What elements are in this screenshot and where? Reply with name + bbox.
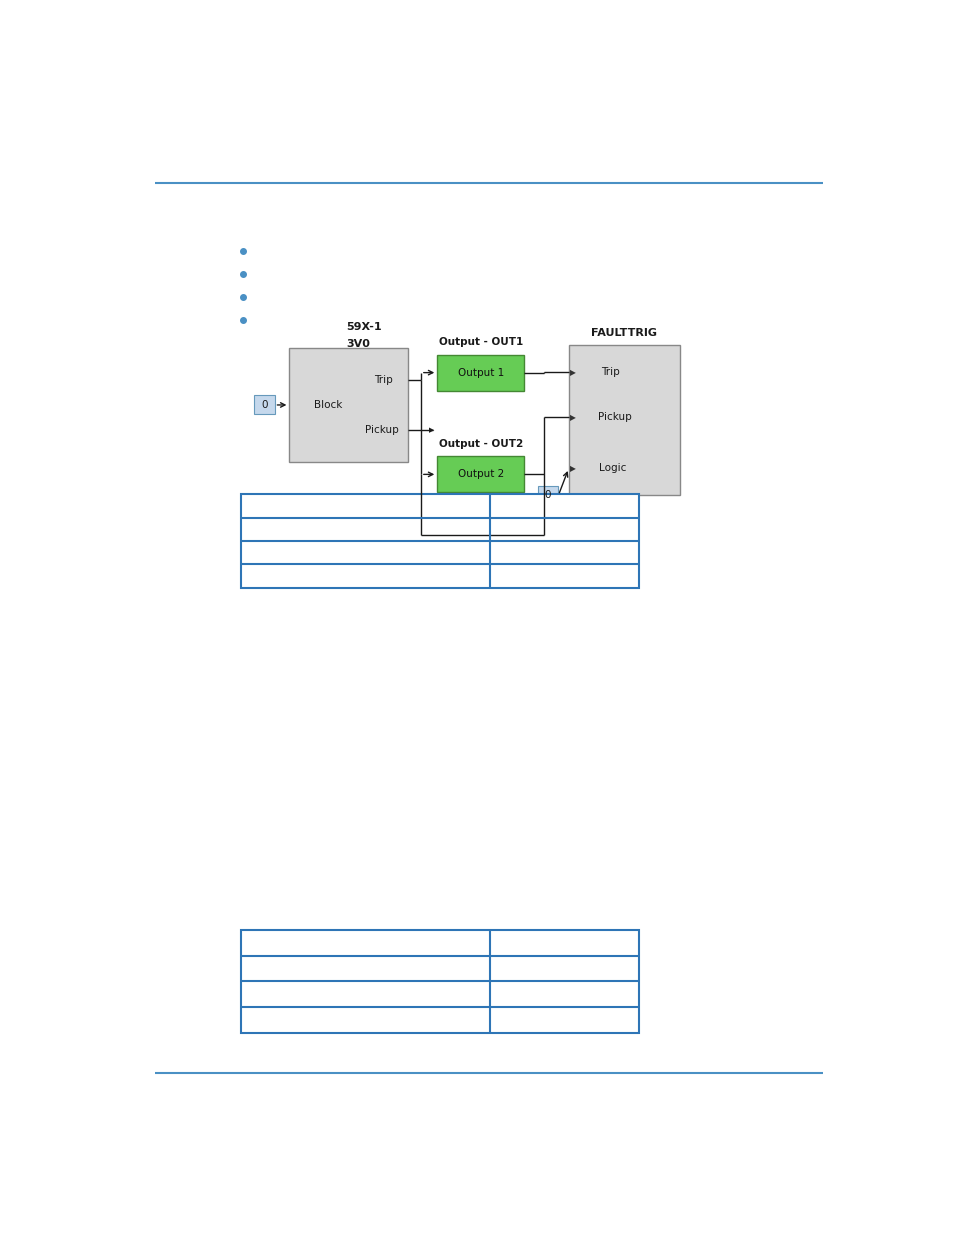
Bar	[537, 485, 558, 505]
Text: ▶: ▶	[570, 368, 576, 377]
Bar	[289, 348, 407, 462]
Text: Output - OUT1: Output - OUT1	[438, 337, 522, 347]
Text: ▶: ▶	[570, 412, 576, 421]
Text: Output 1: Output 1	[457, 368, 503, 378]
Text: 0: 0	[544, 490, 551, 500]
Bar	[568, 345, 679, 495]
Text: ▶: ▶	[429, 427, 434, 433]
Text: Pickup: Pickup	[364, 425, 398, 435]
Text: Trip: Trip	[375, 375, 393, 385]
Bar	[241, 494, 639, 588]
Text: Pickup: Pickup	[598, 412, 632, 422]
Text: 3V0: 3V0	[346, 340, 370, 350]
Bar	[436, 354, 524, 390]
Text: 59X-1: 59X-1	[346, 322, 381, 332]
Text: Output - OUT2: Output - OUT2	[438, 438, 522, 450]
Text: Output 2: Output 2	[457, 469, 503, 479]
Text: Trip: Trip	[601, 367, 619, 377]
Text: FAULTTRIG: FAULTTRIG	[591, 327, 657, 337]
Bar	[253, 395, 274, 415]
Text: ▶: ▶	[570, 464, 576, 473]
Bar	[436, 456, 524, 493]
Bar	[241, 930, 639, 1032]
Text: Logic: Logic	[598, 463, 626, 473]
Text: Block: Block	[314, 400, 342, 410]
Text: 0: 0	[260, 400, 267, 410]
